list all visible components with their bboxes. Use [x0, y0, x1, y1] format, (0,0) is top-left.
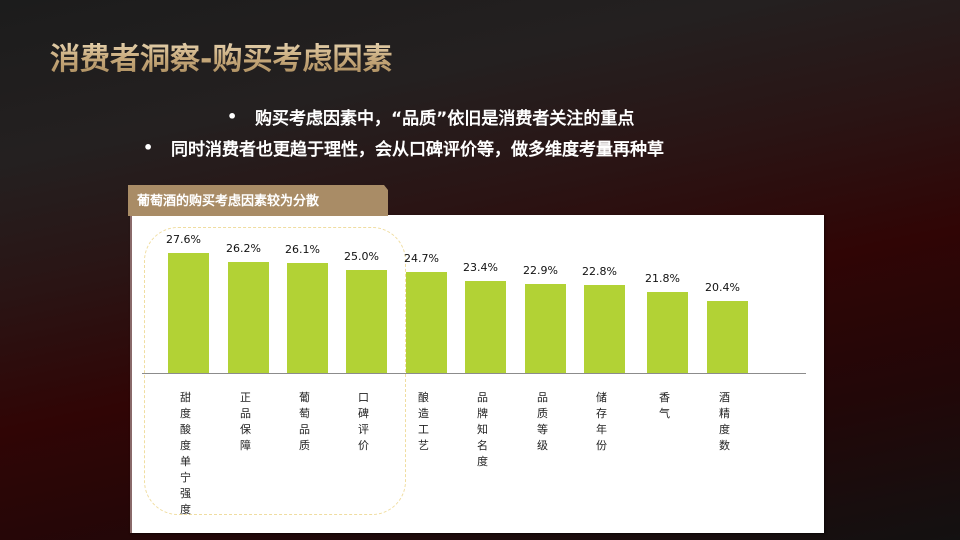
category-label: 葡萄品质: [299, 391, 310, 452]
bar: [346, 270, 387, 373]
bar-value-label: 22.8%: [582, 265, 617, 278]
bar-group: 24.7% 酿造工艺: [404, 215, 466, 533]
bar: [228, 262, 269, 373]
bullet-item: • 购买考虑因素中，“品质”依旧是消费者关注的重点: [227, 104, 634, 129]
bar: [168, 253, 209, 373]
category-label: 口碑评价: [358, 391, 369, 452]
chart-card: 27.6% 甜度酸度单宁强度 26.2% 正品保障 26.1% 葡萄品质 25.0% 口碑评价…: [130, 215, 824, 533]
x-axis: [142, 373, 806, 374]
bullet-item: • 同时消费者也更趋于理性，会从口碑评价等，做多维度考量再种草: [143, 135, 664, 160]
bar: [406, 272, 447, 373]
bar-group: 26.1% 葡萄品质: [285, 215, 347, 533]
bar: [287, 263, 328, 373]
bar-value-label: 22.9%: [523, 264, 558, 277]
bar-value-label: 24.7%: [404, 252, 439, 265]
category-label: 品质等级: [537, 391, 548, 452]
category-label: 酿造工艺: [418, 391, 429, 452]
bar-value-label: 21.8%: [645, 272, 680, 285]
bar-group: 23.4% 品牌知名度: [463, 215, 525, 533]
bar-group: 22.9% 品质等级: [523, 215, 585, 533]
category-label: 酒精度数: [719, 391, 730, 452]
category-label: 香气: [659, 391, 670, 420]
category-label: 储存年份: [596, 391, 607, 452]
bar: [584, 285, 625, 373]
bar-group: 20.4% 酒精度数: [705, 215, 767, 533]
bar-value-label: 20.4%: [705, 281, 740, 294]
bar: [707, 301, 748, 373]
bullet-icon: •: [143, 138, 154, 157]
section-tag: 葡萄酒的购买考虑因素较为分散: [128, 185, 388, 216]
bar: [465, 281, 506, 373]
bar-value-label: 26.2%: [226, 242, 261, 255]
bar-value-label: 27.6%: [166, 233, 201, 246]
category-label: 品牌知名度: [477, 391, 488, 468]
bullet-text: 购买考虑因素中，“品质”依旧是消费者关注的重点: [255, 109, 635, 129]
bar-group: 21.8% 香气: [645, 215, 707, 533]
bar-value-label: 25.0%: [344, 250, 379, 263]
bar-value-label: 26.1%: [285, 243, 320, 256]
highlight-box: [144, 227, 406, 515]
bullet-icon: •: [227, 107, 238, 126]
category-label: 甜度酸度单宁强度: [180, 391, 191, 516]
bullet-text: 同时消费者也更趋于理性，会从口碑评价等，做多维度考量再种草: [171, 140, 664, 160]
bar-value-label: 23.4%: [463, 261, 498, 274]
bar-group: 22.8% 储存年份: [582, 215, 644, 533]
bar-group: 25.0% 口碑评价: [344, 215, 406, 533]
bar-group: 27.6% 甜度酸度单宁强度: [166, 215, 228, 533]
bar-group: 26.2% 正品保障: [226, 215, 288, 533]
slide-title: 消费者洞察-购买考虑因素: [50, 34, 392, 78]
bar: [647, 292, 688, 373]
bar: [525, 284, 566, 373]
category-label: 正品保障: [240, 391, 251, 452]
